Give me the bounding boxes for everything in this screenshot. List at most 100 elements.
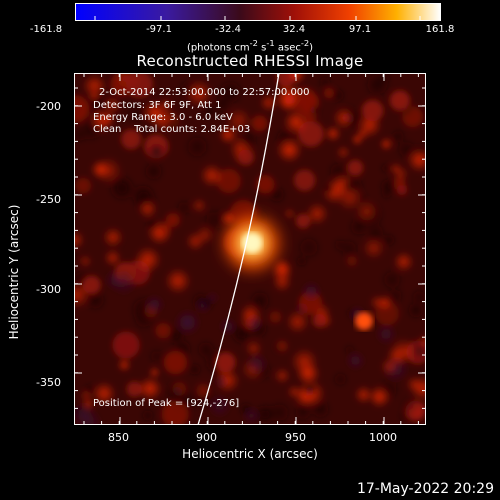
image-texture-blob (145, 217, 160, 232)
image-texture-blob (121, 129, 142, 150)
image-texture-blob (295, 234, 323, 261)
image-texture-blob (104, 98, 120, 113)
image-texture-blob (405, 375, 423, 393)
image-texture-blob (220, 318, 236, 334)
image-texture-blob (74, 402, 95, 425)
image-texture-blob (217, 362, 230, 375)
y-tick-label: -300 (36, 283, 61, 296)
image-texture-blob (276, 137, 303, 163)
image-texture-blob (246, 353, 268, 375)
image-texture-blob (322, 182, 335, 195)
image-texture-blob (302, 381, 318, 397)
image-texture-blob (269, 311, 282, 323)
image-texture-blob (82, 73, 107, 98)
image-texture-blob (140, 129, 151, 140)
image-texture-blob (392, 166, 409, 182)
image-texture-blob (74, 95, 90, 123)
image-texture-blob (284, 208, 295, 219)
x-tick-label: 900 (196, 431, 217, 444)
image-texture-blob (226, 107, 252, 133)
image-texture-blob (74, 230, 85, 250)
image-texture-blob (142, 160, 165, 183)
image-texture-blob (317, 75, 332, 90)
image-texture-blob (110, 267, 138, 295)
image-texture-blob (399, 395, 424, 419)
image-texture-blob (332, 371, 349, 388)
image-texture-blob (75, 177, 91, 194)
image-texture-blob (246, 315, 262, 331)
datestamp: 17-May-2022 20:29 (356, 481, 494, 497)
y-tick-label: -200 (36, 100, 61, 113)
y-axis-label: Heliocentric Y (arcsec) (7, 204, 21, 340)
colorbar-tick-label: -32.4 (215, 24, 241, 35)
image-texture-blob (215, 376, 227, 388)
image-texture-blob (112, 331, 140, 359)
image-texture-blob (325, 125, 341, 142)
image-texture-blob (165, 213, 180, 228)
y-tick-label: -350 (36, 376, 61, 389)
image-texture-blob (283, 109, 309, 135)
image-texture-blob (333, 106, 356, 129)
image-texture-blob (393, 251, 414, 272)
image-texture-blob (193, 381, 213, 401)
image-texture-blob (389, 90, 410, 111)
image-texture-blob (327, 160, 349, 183)
image-texture-blob (305, 202, 329, 225)
image-texture-blob (208, 394, 231, 418)
image-texture-blob (267, 400, 292, 425)
annotation-time: 2-Oct-2014 22:53:00.000 to 22:57:00.000 (99, 87, 310, 98)
image-texture-blob (346, 255, 357, 266)
y-tick-label: -250 (36, 193, 61, 206)
image-texture-blob (148, 143, 165, 160)
image-texture-blob (94, 156, 123, 185)
image-texture-blob (375, 301, 399, 326)
colorbar-tick-label: 161.8 (425, 24, 455, 35)
image-texture-blob (126, 381, 143, 397)
image-texture-blob (192, 198, 207, 213)
image-texture-blob (272, 273, 292, 292)
image-texture-blob (164, 267, 191, 294)
image-texture-blob (396, 184, 408, 196)
image-texture-blob (407, 147, 426, 173)
image-texture-blob (364, 222, 387, 244)
image-texture-blob (336, 146, 350, 159)
image-texture-blob (390, 129, 406, 144)
image-texture-blob (274, 367, 290, 384)
image-texture-blob (332, 238, 347, 252)
image-texture-blob (183, 133, 211, 161)
colorbar (75, 3, 441, 21)
image-texture-blob (361, 99, 384, 122)
image-texture-blob (301, 281, 321, 301)
image-texture-blob (380, 268, 404, 292)
image-texture-blob (354, 385, 373, 404)
image-texture-blob (290, 348, 318, 376)
image-texture-blob (287, 385, 301, 399)
x-tick-label: 850 (108, 431, 129, 444)
x-tick-label: 1000 (369, 431, 397, 444)
image-texture-blob (351, 134, 363, 146)
image-texture-blob (346, 351, 365, 370)
image-texture-blob (207, 292, 219, 304)
image-texture-blob (379, 177, 398, 196)
image-texture-blob (195, 339, 216, 360)
image-texture-blob (175, 198, 193, 217)
image-texture-blob (219, 125, 237, 144)
image-texture-blob (117, 358, 131, 372)
image-texture-blob (102, 227, 124, 248)
image-texture-blob (368, 385, 391, 408)
image-texture-blob (74, 125, 89, 144)
annotation-clean: Clean Total counts: 2.84E+03 (93, 124, 251, 135)
image-texture-blob (162, 380, 188, 406)
annotation-energy: Energy Range: 3.0 - 6.0 keV (93, 112, 233, 123)
image-texture-blob (134, 246, 162, 273)
image-texture-blob (161, 115, 180, 133)
image-texture-blob (161, 400, 189, 425)
image-texture-blob (380, 357, 399, 376)
image-texture-blob (167, 326, 185, 345)
image-texture-blob (145, 295, 164, 314)
colorbar-tick-label: 97.1 (348, 24, 372, 35)
image-texture-blob (268, 185, 286, 204)
image-texture-blob (344, 344, 355, 356)
image-texture-blob (238, 149, 254, 166)
image-texture-blob (286, 310, 310, 334)
